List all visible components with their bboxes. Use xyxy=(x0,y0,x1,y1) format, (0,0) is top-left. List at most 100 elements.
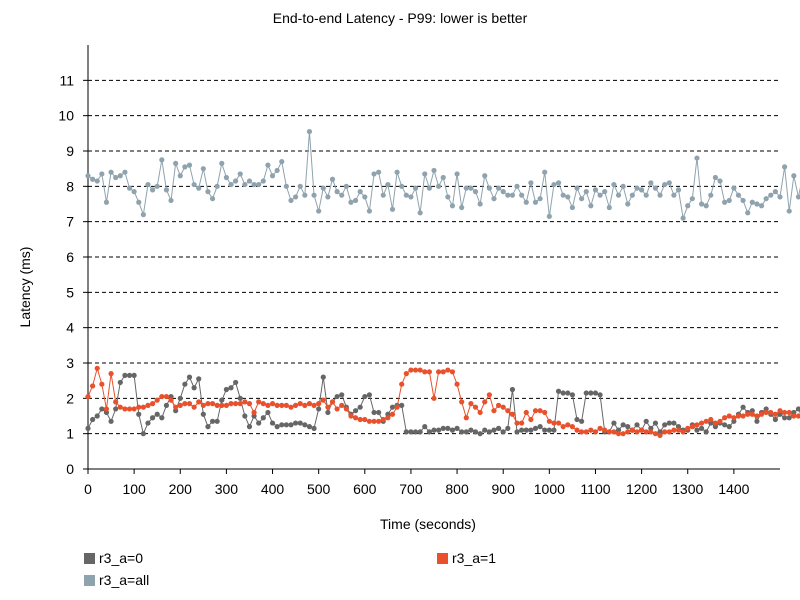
data-point xyxy=(228,401,234,407)
data-point xyxy=(758,203,765,209)
series-r3-a-1 xyxy=(85,365,800,439)
data-point xyxy=(173,160,179,166)
data-point xyxy=(629,192,635,198)
data-point xyxy=(85,425,91,431)
data-point xyxy=(399,402,405,408)
data-point xyxy=(200,402,206,408)
data-point xyxy=(131,406,137,412)
data-point xyxy=(306,424,313,430)
data-point xyxy=(731,185,737,191)
data-point xyxy=(140,431,146,437)
data-point xyxy=(726,424,732,430)
data-point xyxy=(186,401,193,407)
data-point xyxy=(500,429,506,435)
data-point xyxy=(634,429,640,435)
data-point xyxy=(560,424,566,430)
data-point xyxy=(440,369,446,375)
data-point xyxy=(639,427,645,433)
y-tick-label: 10 xyxy=(58,108,74,124)
data-point xyxy=(662,429,668,435)
data-point xyxy=(329,176,336,182)
data-point xyxy=(265,162,271,168)
data-point xyxy=(417,210,423,216)
data-point xyxy=(698,201,705,207)
data-point xyxy=(214,402,220,408)
data-point xyxy=(782,415,788,421)
data-point xyxy=(140,404,146,410)
data-point xyxy=(634,185,640,191)
data-point xyxy=(371,171,377,177)
data-point xyxy=(786,415,792,421)
data-point xyxy=(108,418,114,424)
data-point xyxy=(735,413,742,419)
data-point xyxy=(219,402,225,408)
data-point xyxy=(205,424,211,430)
data-point xyxy=(196,376,202,382)
data-point xyxy=(546,427,552,433)
data-point xyxy=(745,411,751,417)
data-point xyxy=(246,401,253,407)
data-point xyxy=(302,422,308,428)
data-point xyxy=(463,429,469,435)
data-point xyxy=(735,192,742,198)
data-point xyxy=(680,215,686,221)
data-point xyxy=(579,418,585,424)
data-point xyxy=(505,192,511,198)
data-point xyxy=(477,431,483,437)
data-point xyxy=(463,415,469,421)
data-point xyxy=(795,406,800,412)
data-point xyxy=(689,424,695,430)
data-point xyxy=(136,404,142,410)
data-point xyxy=(209,401,216,407)
data-point xyxy=(297,183,303,189)
data-point xyxy=(569,392,576,398)
data-point xyxy=(597,392,603,398)
data-point xyxy=(486,392,492,398)
data-point xyxy=(90,383,96,389)
data-point xyxy=(436,183,442,189)
data-point xyxy=(283,183,289,189)
data-point xyxy=(703,418,709,424)
data-point xyxy=(426,429,432,435)
data-point xyxy=(662,422,668,428)
data-point xyxy=(233,178,239,184)
data-point xyxy=(615,192,622,198)
x-tick-label: 1000 xyxy=(534,481,565,497)
data-point xyxy=(246,178,253,184)
data-point xyxy=(329,399,336,405)
data-point xyxy=(671,420,677,426)
data-point xyxy=(611,420,617,426)
data-point xyxy=(482,173,488,179)
data-point xyxy=(256,420,262,426)
data-point xyxy=(592,429,599,435)
data-point xyxy=(523,409,529,416)
data-point xyxy=(94,178,100,184)
data-point xyxy=(472,429,479,435)
data-point xyxy=(639,187,645,193)
data-point xyxy=(712,420,719,426)
data-point xyxy=(126,372,133,378)
data-point xyxy=(196,185,202,191)
data-point xyxy=(403,429,409,435)
data-point xyxy=(168,397,174,403)
data-point xyxy=(117,173,123,179)
data-point xyxy=(505,408,511,414)
data-point xyxy=(311,402,317,408)
data-point xyxy=(214,183,220,189)
data-point xyxy=(145,420,151,426)
data-point xyxy=(371,409,377,416)
data-point xyxy=(403,371,409,377)
data-point xyxy=(546,213,552,219)
data-point xyxy=(154,411,160,417)
data-point xyxy=(431,395,437,401)
data-point xyxy=(500,404,506,410)
data-point xyxy=(108,169,114,175)
data-point xyxy=(256,181,262,188)
data-point xyxy=(399,381,405,387)
data-point xyxy=(352,415,359,421)
data-point xyxy=(145,181,151,188)
y-tick-label: 6 xyxy=(66,249,74,265)
data-point xyxy=(657,432,663,439)
data-point xyxy=(731,415,737,421)
data-point xyxy=(219,397,225,403)
